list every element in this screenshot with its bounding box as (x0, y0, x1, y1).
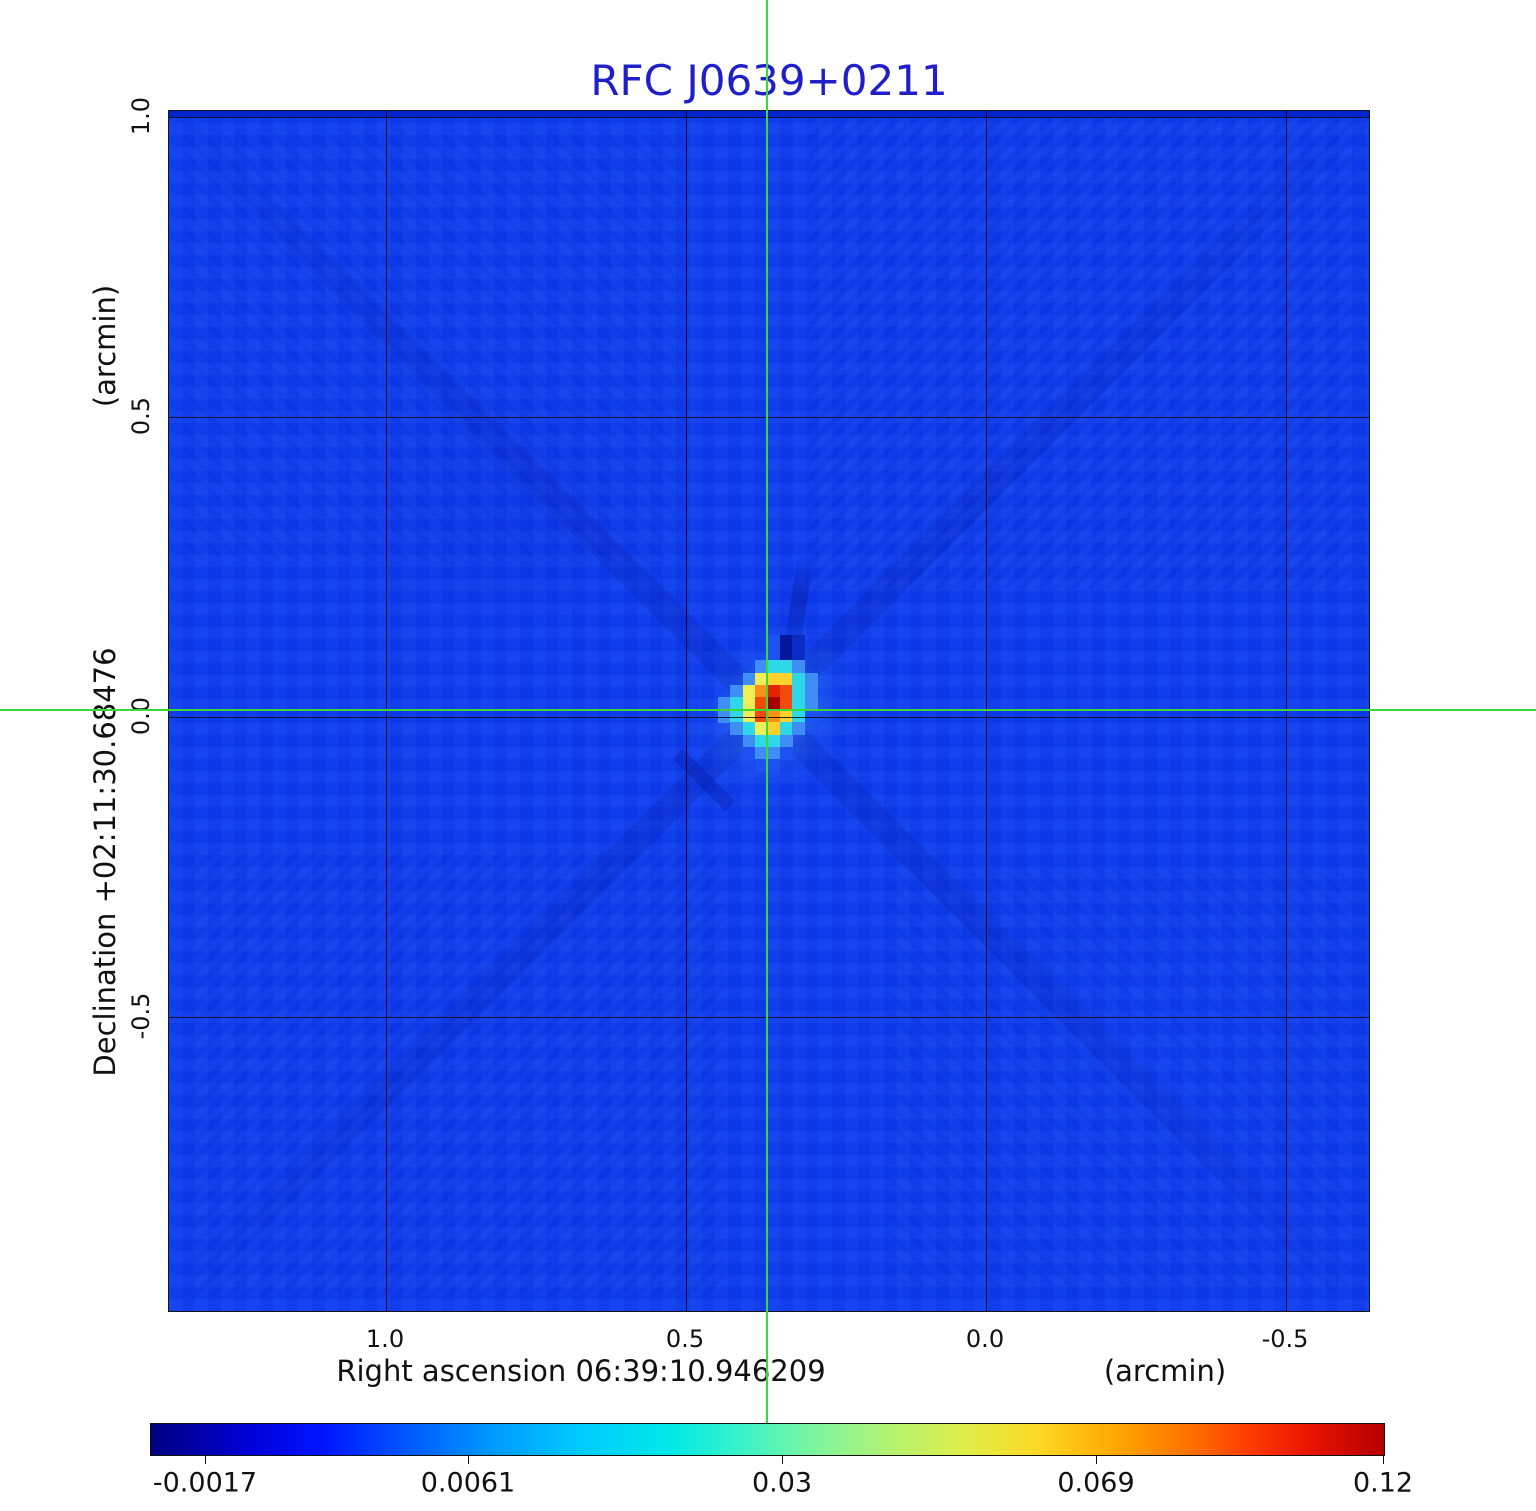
map-shade-blob-1 (289, 321, 719, 701)
gridline-horizontal-0.5 (169, 417, 1369, 418)
source-pixel (767, 697, 781, 711)
source-pixel (767, 759, 781, 773)
source-pixel (730, 697, 744, 711)
source-pixel (754, 759, 768, 773)
source-pixel (767, 734, 781, 748)
source-pixel (804, 684, 818, 698)
source-pixel (779, 647, 793, 661)
source-pixel (742, 734, 756, 748)
source-pixel (742, 672, 756, 686)
source-pixel (742, 697, 756, 711)
sidelobe-ripples-top-right (809, 119, 1354, 589)
x-tick-1.0: 1.0 (365, 1325, 405, 1353)
source-pixel (779, 660, 793, 674)
source-pixel (792, 672, 806, 686)
source-pixel (792, 709, 806, 723)
gridline-vertical--0.5 (1286, 111, 1287, 1311)
y-tick-1.0: 1.0 (127, 96, 155, 136)
y-axis-unit-label: (arcmin) (88, 284, 122, 408)
source-pixel (792, 635, 806, 649)
map-top-edge-strip (169, 111, 1369, 117)
source-pixel (779, 672, 793, 686)
colorbar-tick-0.069 (1096, 1456, 1097, 1464)
source-pixel (742, 709, 756, 723)
source-pixel (742, 746, 756, 760)
source-pixel (779, 697, 793, 711)
source-pixel (717, 697, 731, 711)
x-tick--0.5: -0.5 (1261, 1325, 1309, 1353)
gridline-vertical-1.0 (386, 111, 387, 1311)
source-pixel (767, 672, 781, 686)
x-tick-0.0: 0.0 (965, 1325, 1005, 1353)
sky-map (168, 110, 1370, 1312)
source-pixel (730, 722, 744, 736)
colorbar-tick-0.0061 (468, 1456, 469, 1464)
gridline-horizontal--0.5 (169, 1016, 1369, 1018)
x-tick-0.5: 0.5 (665, 1325, 705, 1353)
source-pixel (804, 672, 818, 686)
plot-title: RFC J0639+0211 (590, 56, 948, 105)
gridline-vertical-0.5 (686, 111, 687, 1311)
source-pixel (792, 684, 806, 698)
source-pixel (767, 635, 781, 649)
source-pixel (754, 709, 768, 723)
colorbar-label-0.0061: 0.0061 (420, 1467, 516, 1499)
source-pixel (779, 722, 793, 736)
source-pixel (804, 697, 818, 711)
source-pixel (767, 722, 781, 736)
gridline-horizontal-0.0 (169, 717, 1369, 718)
source-pixel (754, 722, 768, 736)
source-pixel (779, 684, 793, 698)
source-pixel (730, 684, 744, 698)
source-pixel (767, 684, 781, 698)
colorbar-label-0.03: 0.03 (751, 1467, 813, 1499)
crosshair-vertical-line (766, 0, 768, 1423)
source-pixel (804, 709, 818, 723)
source-pixel (792, 697, 806, 711)
colorbar-tick-0.12 (1383, 1456, 1384, 1464)
colorbar (150, 1423, 1385, 1456)
source-pixel (754, 684, 768, 698)
y-tick--0.5: -0.5 (127, 992, 155, 1040)
y-axis-label: Declination +02:11:30.68476 (88, 647, 122, 1077)
colorbar-label-0.069: 0.069 (1057, 1467, 1135, 1499)
source-pixel (767, 647, 781, 661)
colorbar-tick--0.0017 (205, 1456, 206, 1464)
source-pixel (779, 635, 793, 649)
sidelobe-ripples-top-left (184, 131, 674, 561)
source-pixel (792, 660, 806, 674)
y-tick-0.5: 0.5 (127, 396, 155, 436)
source-pixel (792, 722, 806, 736)
source-pixel (730, 709, 744, 723)
source-pixel (767, 660, 781, 674)
source-pixel (754, 660, 768, 674)
source-pixel (767, 746, 781, 760)
source-pixel (742, 684, 756, 698)
colorbar-tick-0.03 (782, 1456, 783, 1464)
source-pixel (742, 722, 756, 736)
sidelobe-ripples-bottom-right (889, 871, 1354, 1291)
source-pixel (779, 746, 793, 760)
source-pixel (779, 709, 793, 723)
x-axis-label: Right ascension 06:39:10.946209 (336, 1354, 826, 1388)
source-pixel (767, 709, 781, 723)
gridline-horizontal-1.0 (169, 117, 1369, 118)
source-pixel (754, 734, 768, 748)
colorbar-label--0.0017: -0.0017 (152, 1467, 258, 1499)
source-pixel (754, 697, 768, 711)
x-axis-unit-label: (arcmin) (1103, 1354, 1227, 1388)
source-pixel (754, 672, 768, 686)
colorbar-label-0.12: 0.12 (1352, 1467, 1414, 1499)
y-tick-0.0: 0.0 (127, 696, 155, 736)
gridline-vertical-0.0 (986, 111, 987, 1311)
source-pixel (779, 734, 793, 748)
sidelobe-ripples-bottom-left (194, 851, 724, 1296)
source-pixel (754, 746, 768, 760)
map-shade-blob-2 (929, 811, 1369, 1241)
crosshair-horizontal-line (0, 709, 1536, 711)
source-pixel (792, 647, 806, 661)
source-pixel (717, 709, 731, 723)
